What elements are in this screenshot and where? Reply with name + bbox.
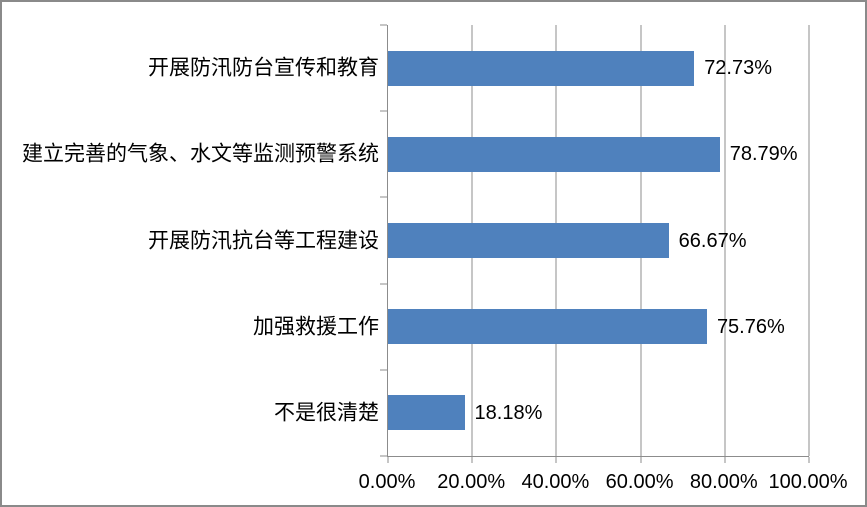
bar-value-label: 78.79% — [729, 143, 798, 166]
x-axis-tick-label: 20.00% — [437, 471, 506, 493]
x-axis-labels: 0.00% 20.00% 40.00% 60.00% 80.00% 100.00% — [2, 466, 865, 496]
bar — [388, 309, 707, 345]
y-axis-tick — [380, 196, 387, 198]
category-label: 开展防汛抗台等工程建设 — [148, 228, 379, 252]
category-label: 开展防汛防台宣传和教育 — [148, 56, 379, 80]
x-axis-tick — [471, 457, 473, 463]
gridline — [808, 25, 810, 456]
bar — [388, 136, 720, 172]
bar — [388, 50, 695, 86]
y-axis-tick — [380, 110, 387, 112]
bar-value-label: 72.73% — [704, 57, 773, 80]
x-axis-tick-label: 60.00% — [605, 471, 674, 493]
y-axis-tick — [380, 283, 387, 285]
bar — [388, 223, 669, 258]
x-axis-tick-label: 100.00% — [768, 471, 848, 493]
y-axis-tick — [380, 369, 387, 371]
x-axis-tick — [808, 457, 810, 463]
x-axis-tick — [387, 457, 389, 463]
plot-area: 72.73% 78.79% 66.67% 75.76% 18.18% — [380, 24, 810, 463]
y-axis-category-labels: 开展防汛防台宣传和教育建立完善的气象、水文等监测预警系统开展防汛抗台等工程建设加… — [2, 25, 379, 456]
x-axis-tick-label: 80.00% — [689, 471, 758, 493]
bar — [388, 395, 465, 431]
bar-value-label: 66.67% — [678, 229, 747, 252]
x-axis-tick-label: 0.00% — [358, 471, 416, 493]
y-axis-tick — [380, 24, 387, 26]
bar-value-label: 18.18% — [474, 401, 543, 424]
x-axis-tick — [724, 457, 726, 463]
category-label: 建立完善的气象、水文等监测预警系统 — [22, 142, 379, 166]
x-axis-tick — [555, 457, 557, 463]
x-axis-tick — [640, 457, 642, 463]
x-axis-tick-label: 40.00% — [521, 471, 590, 493]
y-axis-tick — [380, 455, 387, 457]
category-label: 不是很清楚 — [274, 401, 379, 425]
category-label: 加强救援工作 — [253, 315, 379, 339]
gridline — [724, 25, 726, 456]
bar-value-label: 75.76% — [716, 315, 785, 338]
